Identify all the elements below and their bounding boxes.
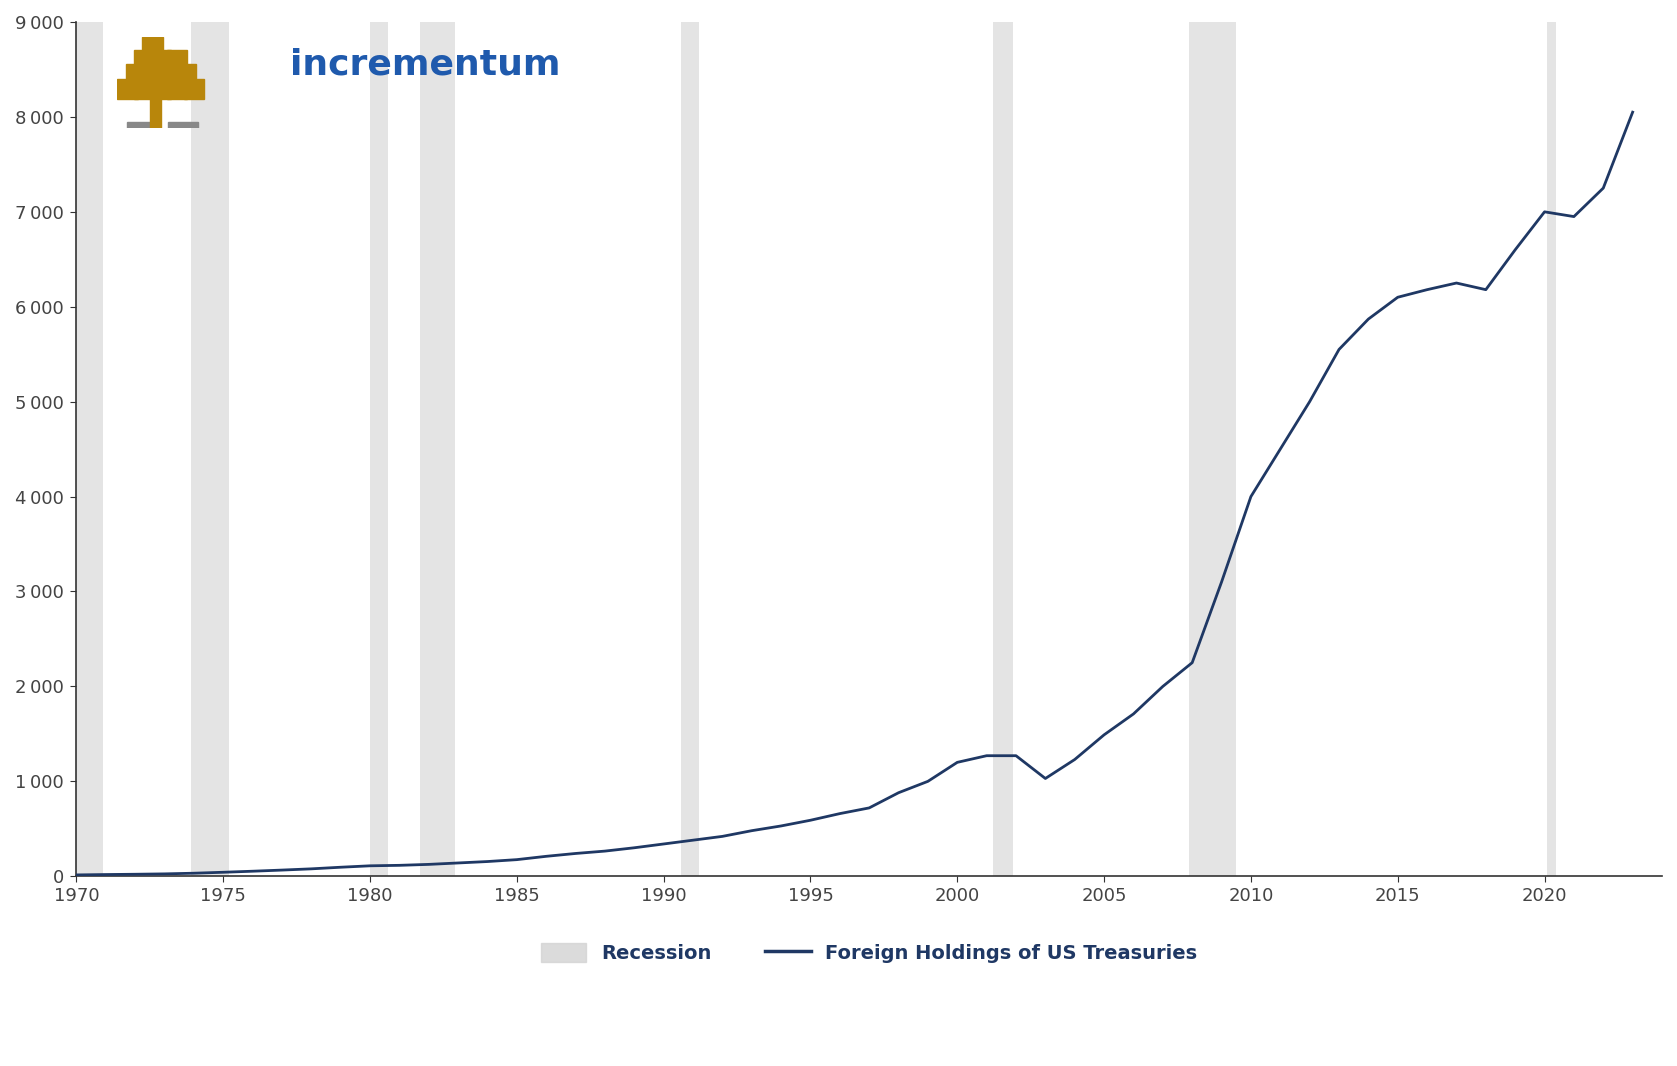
Bar: [151, 50, 171, 68]
Bar: [77, 22, 102, 876]
Bar: [681, 22, 699, 876]
Bar: [1548, 22, 1556, 876]
Bar: [419, 22, 454, 876]
Bar: [149, 96, 161, 128]
Bar: [176, 64, 196, 83]
Bar: [184, 79, 205, 99]
Bar: [371, 22, 387, 876]
Bar: [191, 22, 230, 876]
Bar: [126, 64, 146, 83]
Bar: [151, 79, 171, 99]
Bar: [168, 79, 188, 99]
Bar: [159, 64, 179, 83]
Text: incrementum: incrementum: [290, 48, 560, 82]
Bar: [134, 50, 154, 68]
Bar: [143, 64, 163, 83]
Legend: Recession, Foreign Holdings of US Treasuries: Recession, Foreign Holdings of US Treasu…: [533, 936, 1204, 970]
Bar: [993, 22, 1013, 876]
Bar: [1189, 22, 1236, 876]
Bar: [168, 50, 188, 68]
Bar: [134, 79, 154, 99]
Bar: [143, 37, 163, 55]
Bar: [127, 122, 156, 132]
Bar: [168, 122, 198, 132]
Bar: [117, 79, 138, 99]
